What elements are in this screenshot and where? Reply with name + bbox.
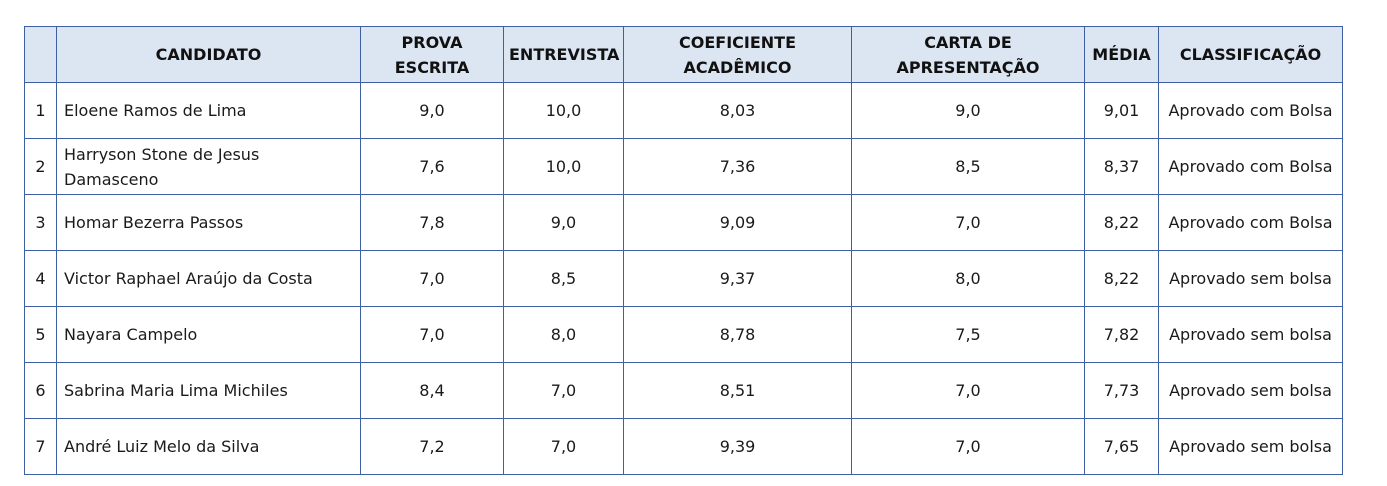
cell-media: 8,22: [1084, 250, 1159, 307]
cell-carta: 7,0: [851, 362, 1085, 419]
cell-classificacao: Aprovado sem bolsa: [1158, 250, 1343, 307]
cell-entrevista: 8,0: [503, 306, 624, 363]
cell-classificacao: Aprovado sem bolsa: [1158, 418, 1343, 475]
cell-candidato: Sabrina Maria Lima Michiles: [56, 362, 361, 419]
results-table: CANDIDATO PROVA ESCRITA ENTREVISTA COEFI…: [24, 26, 1343, 475]
cell-index: 7: [24, 418, 57, 475]
header-coeficiente: COEFICIENTE ACADÊMICO: [623, 26, 852, 83]
cell-coeficiente: 8,78: [623, 306, 852, 363]
cell-coeficiente: 8,03: [623, 82, 852, 139]
table-row: 1 Eloene Ramos de Lima 9,0 10,0 8,03 9,0…: [24, 82, 1343, 139]
cell-classificacao: Aprovado com Bolsa: [1158, 138, 1343, 195]
cell-media: 8,37: [1084, 138, 1159, 195]
cell-candidato: Eloene Ramos de Lima: [56, 82, 361, 139]
cell-index: 6: [24, 362, 57, 419]
cell-prova-escrita: 7,2: [360, 418, 504, 475]
cell-classificacao: Aprovado sem bolsa: [1158, 306, 1343, 363]
cell-index: 5: [24, 306, 57, 363]
cell-media: 7,82: [1084, 306, 1159, 363]
cell-carta: 7,0: [851, 194, 1085, 251]
table-row: 6 Sabrina Maria Lima Michiles 8,4 7,0 8,…: [24, 362, 1343, 419]
cell-carta: 8,5: [851, 138, 1085, 195]
cell-prova-escrita: 9,0: [360, 82, 504, 139]
header-prova-escrita: PROVA ESCRITA: [360, 26, 504, 83]
cell-coeficiente: 8,51: [623, 362, 852, 419]
cell-index: 4: [24, 250, 57, 307]
cell-classificacao: Aprovado com Bolsa: [1158, 82, 1343, 139]
cell-coeficiente: 9,37: [623, 250, 852, 307]
cell-prova-escrita: 8,4: [360, 362, 504, 419]
table-body: 1 Eloene Ramos de Lima 9,0 10,0 8,03 9,0…: [24, 82, 1343, 475]
header-classificacao: CLASSIFICAÇÃO: [1158, 26, 1343, 83]
cell-entrevista: 10,0: [503, 138, 624, 195]
cell-coeficiente: 7,36: [623, 138, 852, 195]
cell-candidato: Harryson Stone de Jesus Damasceno: [56, 138, 361, 195]
cell-index: 1: [24, 82, 57, 139]
cell-carta: 7,5: [851, 306, 1085, 363]
header-carta: CARTA DE APRESENTAÇÃO: [851, 26, 1085, 83]
header-row: CANDIDATO PROVA ESCRITA ENTREVISTA COEFI…: [24, 26, 1343, 83]
cell-coeficiente: 9,09: [623, 194, 852, 251]
table-row: 5 Nayara Campelo 7,0 8,0 8,78 7,5 7,82 A…: [24, 306, 1343, 363]
results-table-container: CANDIDATO PROVA ESCRITA ENTREVISTA COEFI…: [24, 26, 1343, 475]
header-index: [24, 26, 57, 83]
cell-prova-escrita: 7,6: [360, 138, 504, 195]
cell-media: 7,73: [1084, 362, 1159, 419]
cell-index: 3: [24, 194, 57, 251]
cell-entrevista: 10,0: [503, 82, 624, 139]
header-candidato: CANDIDATO: [56, 26, 361, 83]
header-media: MÉDIA: [1084, 26, 1159, 83]
table-header: CANDIDATO PROVA ESCRITA ENTREVISTA COEFI…: [24, 26, 1343, 83]
table-row: 7 André Luiz Melo da Silva 7,2 7,0 9,39 …: [24, 418, 1343, 475]
table-row: 4 Victor Raphael Araújo da Costa 7,0 8,5…: [24, 250, 1343, 307]
cell-carta: 8,0: [851, 250, 1085, 307]
cell-entrevista: 7,0: [503, 418, 624, 475]
cell-entrevista: 7,0: [503, 362, 624, 419]
cell-carta: 7,0: [851, 418, 1085, 475]
cell-classificacao: Aprovado com Bolsa: [1158, 194, 1343, 251]
cell-entrevista: 8,5: [503, 250, 624, 307]
cell-prova-escrita: 7,8: [360, 194, 504, 251]
cell-prova-escrita: 7,0: [360, 306, 504, 363]
table-row: 2 Harryson Stone de Jesus Damasceno 7,6 …: [24, 138, 1343, 195]
cell-media: 9,01: [1084, 82, 1159, 139]
cell-media: 7,65: [1084, 418, 1159, 475]
cell-candidato: Homar Bezerra Passos: [56, 194, 361, 251]
cell-classificacao: Aprovado sem bolsa: [1158, 362, 1343, 419]
cell-index: 2: [24, 138, 57, 195]
cell-entrevista: 9,0: [503, 194, 624, 251]
cell-prova-escrita: 7,0: [360, 250, 504, 307]
header-entrevista: ENTREVISTA: [503, 26, 624, 83]
table-row: 3 Homar Bezerra Passos 7,8 9,0 9,09 7,0 …: [24, 194, 1343, 251]
cell-candidato: Nayara Campelo: [56, 306, 361, 363]
cell-carta: 9,0: [851, 82, 1085, 139]
cell-media: 8,22: [1084, 194, 1159, 251]
cell-coeficiente: 9,39: [623, 418, 852, 475]
cell-candidato: André Luiz Melo da Silva: [56, 418, 361, 475]
cell-candidato: Victor Raphael Araújo da Costa: [56, 250, 361, 307]
